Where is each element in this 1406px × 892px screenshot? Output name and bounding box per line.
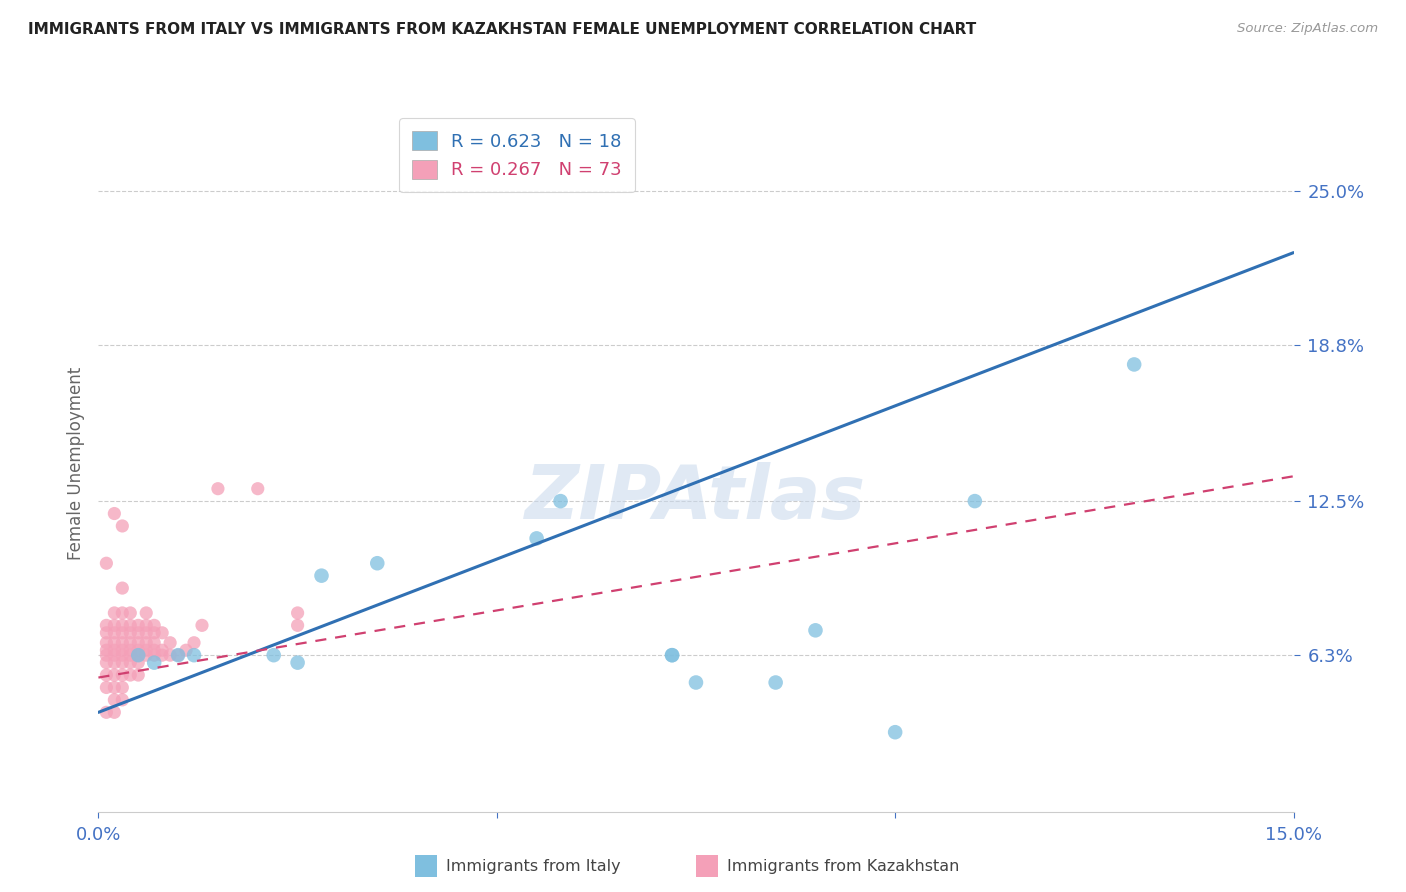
- Point: [96, 636, 118, 650]
- Point: [526, 532, 548, 546]
- Point: [685, 675, 707, 690]
- Point: [103, 618, 125, 632]
- Point: [246, 482, 269, 496]
- Point: [96, 656, 118, 670]
- Point: [120, 648, 142, 662]
- Point: [103, 693, 125, 707]
- Point: [103, 656, 125, 670]
- Point: [103, 636, 125, 650]
- Point: [174, 643, 197, 657]
- Point: [135, 625, 157, 640]
- Point: [111, 648, 134, 662]
- Point: [143, 648, 166, 662]
- Point: [120, 668, 142, 682]
- Point: [120, 606, 142, 620]
- Point: [167, 648, 190, 662]
- Point: [111, 656, 134, 670]
- Point: [366, 556, 388, 570]
- Point: [183, 648, 205, 662]
- Point: [884, 725, 907, 739]
- Point: [103, 643, 125, 657]
- Point: [120, 618, 142, 632]
- Point: [150, 625, 173, 640]
- Point: [550, 494, 572, 508]
- Text: ZIPAtlas: ZIPAtlas: [526, 462, 866, 535]
- Y-axis label: Female Unemployment: Female Unemployment: [66, 368, 84, 560]
- Point: [287, 656, 309, 670]
- Point: [127, 656, 149, 670]
- Point: [263, 648, 285, 662]
- Text: Immigrants from Kazakhstan: Immigrants from Kazakhstan: [727, 859, 959, 873]
- Point: [127, 625, 149, 640]
- Point: [287, 606, 309, 620]
- Point: [103, 681, 125, 695]
- Point: [111, 693, 134, 707]
- Point: [96, 681, 118, 695]
- Point: [143, 618, 166, 632]
- Point: [661, 648, 683, 662]
- Point: [96, 643, 118, 657]
- Point: [96, 618, 118, 632]
- Point: [804, 624, 827, 638]
- Point: [765, 675, 787, 690]
- Text: IMMIGRANTS FROM ITALY VS IMMIGRANTS FROM KAZAKHSTAN FEMALE UNEMPLOYMENT CORRELAT: IMMIGRANTS FROM ITALY VS IMMIGRANTS FROM…: [28, 22, 976, 37]
- Point: [120, 643, 142, 657]
- Point: [135, 636, 157, 650]
- Point: [103, 648, 125, 662]
- Point: [150, 648, 173, 662]
- Point: [111, 643, 134, 657]
- Point: [127, 618, 149, 632]
- Point: [287, 618, 309, 632]
- Point: [111, 581, 134, 595]
- Point: [135, 606, 157, 620]
- Point: [111, 519, 134, 533]
- Point: [1123, 358, 1146, 372]
- Point: [143, 643, 166, 657]
- Point: [96, 706, 118, 720]
- Point: [963, 494, 986, 508]
- Point: [183, 636, 205, 650]
- Point: [159, 648, 181, 662]
- Point: [127, 648, 149, 662]
- Point: [96, 625, 118, 640]
- Point: [111, 618, 134, 632]
- Point: [111, 606, 134, 620]
- Point: [127, 668, 149, 682]
- Point: [103, 625, 125, 640]
- Point: [120, 636, 142, 650]
- Point: [167, 648, 190, 662]
- Point: [135, 618, 157, 632]
- Legend: R = 0.623   N = 18, R = 0.267   N = 73: R = 0.623 N = 18, R = 0.267 N = 73: [399, 118, 634, 192]
- Point: [135, 643, 157, 657]
- Point: [127, 636, 149, 650]
- Point: [143, 636, 166, 650]
- Point: [143, 625, 166, 640]
- Point: [96, 668, 118, 682]
- Point: [111, 625, 134, 640]
- Point: [111, 668, 134, 682]
- Point: [111, 636, 134, 650]
- Text: Immigrants from Italy: Immigrants from Italy: [446, 859, 620, 873]
- Point: [191, 618, 214, 632]
- Point: [120, 625, 142, 640]
- Point: [143, 656, 166, 670]
- Point: [111, 681, 134, 695]
- Point: [96, 648, 118, 662]
- Point: [103, 606, 125, 620]
- Point: [135, 648, 157, 662]
- Point: [150, 643, 173, 657]
- Point: [127, 643, 149, 657]
- Point: [103, 668, 125, 682]
- Point: [207, 482, 229, 496]
- Point: [311, 568, 333, 582]
- Point: [120, 656, 142, 670]
- Point: [96, 556, 118, 570]
- Point: [661, 648, 683, 662]
- Point: [103, 507, 125, 521]
- Point: [159, 636, 181, 650]
- Text: Source: ZipAtlas.com: Source: ZipAtlas.com: [1237, 22, 1378, 36]
- Point: [103, 706, 125, 720]
- Point: [127, 648, 149, 662]
